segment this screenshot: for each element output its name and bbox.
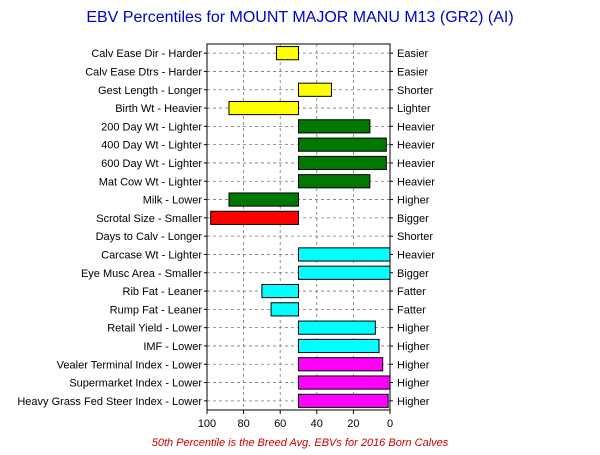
- bar: [298, 247, 391, 262]
- row-label-left: Retail Yield - Lower: [107, 323, 202, 335]
- x-tick-label: 40: [311, 418, 323, 430]
- bar: [298, 320, 376, 335]
- row-labels: Calv Ease Dir - Harder Easier Calv Ease Dt…: [17, 48, 435, 408]
- bar: [228, 100, 300, 116]
- chart-title: EBV Percentiles for MOUNT MAJOR MANU M13…: [86, 9, 513, 26]
- row-label-right: Bigger: [397, 268, 429, 280]
- row-label-right: Higher: [397, 341, 430, 353]
- row-label-right: Shorter: [397, 231, 433, 243]
- row-label-left: Carcase Wt - Lighter: [101, 249, 202, 261]
- bar: [298, 137, 387, 152]
- row-label-right: Easier: [397, 66, 429, 78]
- bar: [210, 210, 299, 225]
- bar: [270, 302, 299, 317]
- row-label-right: Higher: [397, 396, 430, 408]
- row-label-left: IMF - Lower: [143, 341, 202, 353]
- bar: [298, 82, 332, 97]
- x-axis-ticks: 100 80 60 40 20 0: [198, 410, 393, 430]
- bar: [298, 155, 387, 171]
- row-label-left: Birth Wt - Heavier: [115, 103, 202, 115]
- bar: [298, 393, 389, 408]
- bar: [261, 283, 299, 299]
- bar: [228, 192, 300, 207]
- row-label-right: Heavier: [397, 249, 435, 261]
- row-label-right: Higher: [397, 323, 430, 335]
- row-label-left: Heavy Grass Fed Steer Index - Lower: [17, 396, 202, 408]
- x-tick-label: 0: [387, 418, 393, 430]
- row-label-left: Rump Fat - Leaner: [110, 304, 203, 316]
- row-label-left: Days to Calv - Longer: [96, 231, 203, 243]
- row-label-right: Higher: [397, 359, 430, 371]
- row-label-right: Heavier: [397, 140, 435, 152]
- bar: [298, 375, 391, 390]
- bar: [298, 119, 371, 134]
- row-label-right: Heavier: [397, 158, 435, 170]
- row-label-left: 400 Day Wt - Lighter: [101, 140, 202, 152]
- bars-layer: [210, 46, 391, 408]
- row-label-right: Easier: [397, 48, 429, 60]
- row-label-left: Mat Cow Wt - Lighter: [99, 176, 203, 188]
- row-label-left: Milk - Lower: [143, 195, 203, 207]
- x-tick-label: 100: [198, 418, 216, 430]
- plot-frame: [206, 43, 391, 411]
- row-label-right: Higher: [397, 195, 430, 207]
- row-label-left: Scrotal Size - Smaller: [96, 213, 202, 225]
- x-tick-label: 20: [347, 418, 359, 430]
- x-tick-label: 80: [237, 418, 249, 430]
- row-label-left: Rib Fat - Leaner: [123, 286, 203, 298]
- row-label-right: Lighter: [397, 103, 431, 115]
- row-label-left: Supermarket Index - Lower: [69, 378, 202, 390]
- row-label-left: 200 Day Wt - Lighter: [101, 121, 202, 133]
- row-label-right: Bigger: [397, 213, 429, 225]
- row-label-right: Higher: [397, 378, 430, 390]
- row-label-left: Gest Length - Longer: [98, 85, 202, 97]
- bar: [298, 338, 380, 354]
- chart-footnote: 50th Percentile is the Breed Avg. EBVs f…: [152, 437, 449, 449]
- x-tick-label: 60: [274, 418, 286, 430]
- row-label-left: 600 Day Wt - Lighter: [101, 158, 202, 170]
- row-label-right: Heavier: [397, 121, 435, 133]
- bar: [298, 174, 371, 189]
- bar: [276, 46, 300, 61]
- row-label-right: Fatter: [397, 286, 426, 298]
- row-label-right: Heavier: [397, 176, 435, 188]
- row-label-left: Calv Ease Dtrs - Harder: [85, 66, 202, 78]
- bar: [298, 357, 384, 372]
- row-label-left: Calv Ease Dir - Harder: [91, 48, 202, 60]
- grid-lines: [207, 44, 390, 410]
- row-label-left: Vealer Terminal Index - Lower: [57, 359, 203, 371]
- row-label-right: Fatter: [397, 304, 426, 316]
- bar: [298, 265, 391, 280]
- row-label-right: Shorter: [397, 85, 433, 97]
- row-label-left: Eye Musc Area - Smaller: [81, 268, 202, 280]
